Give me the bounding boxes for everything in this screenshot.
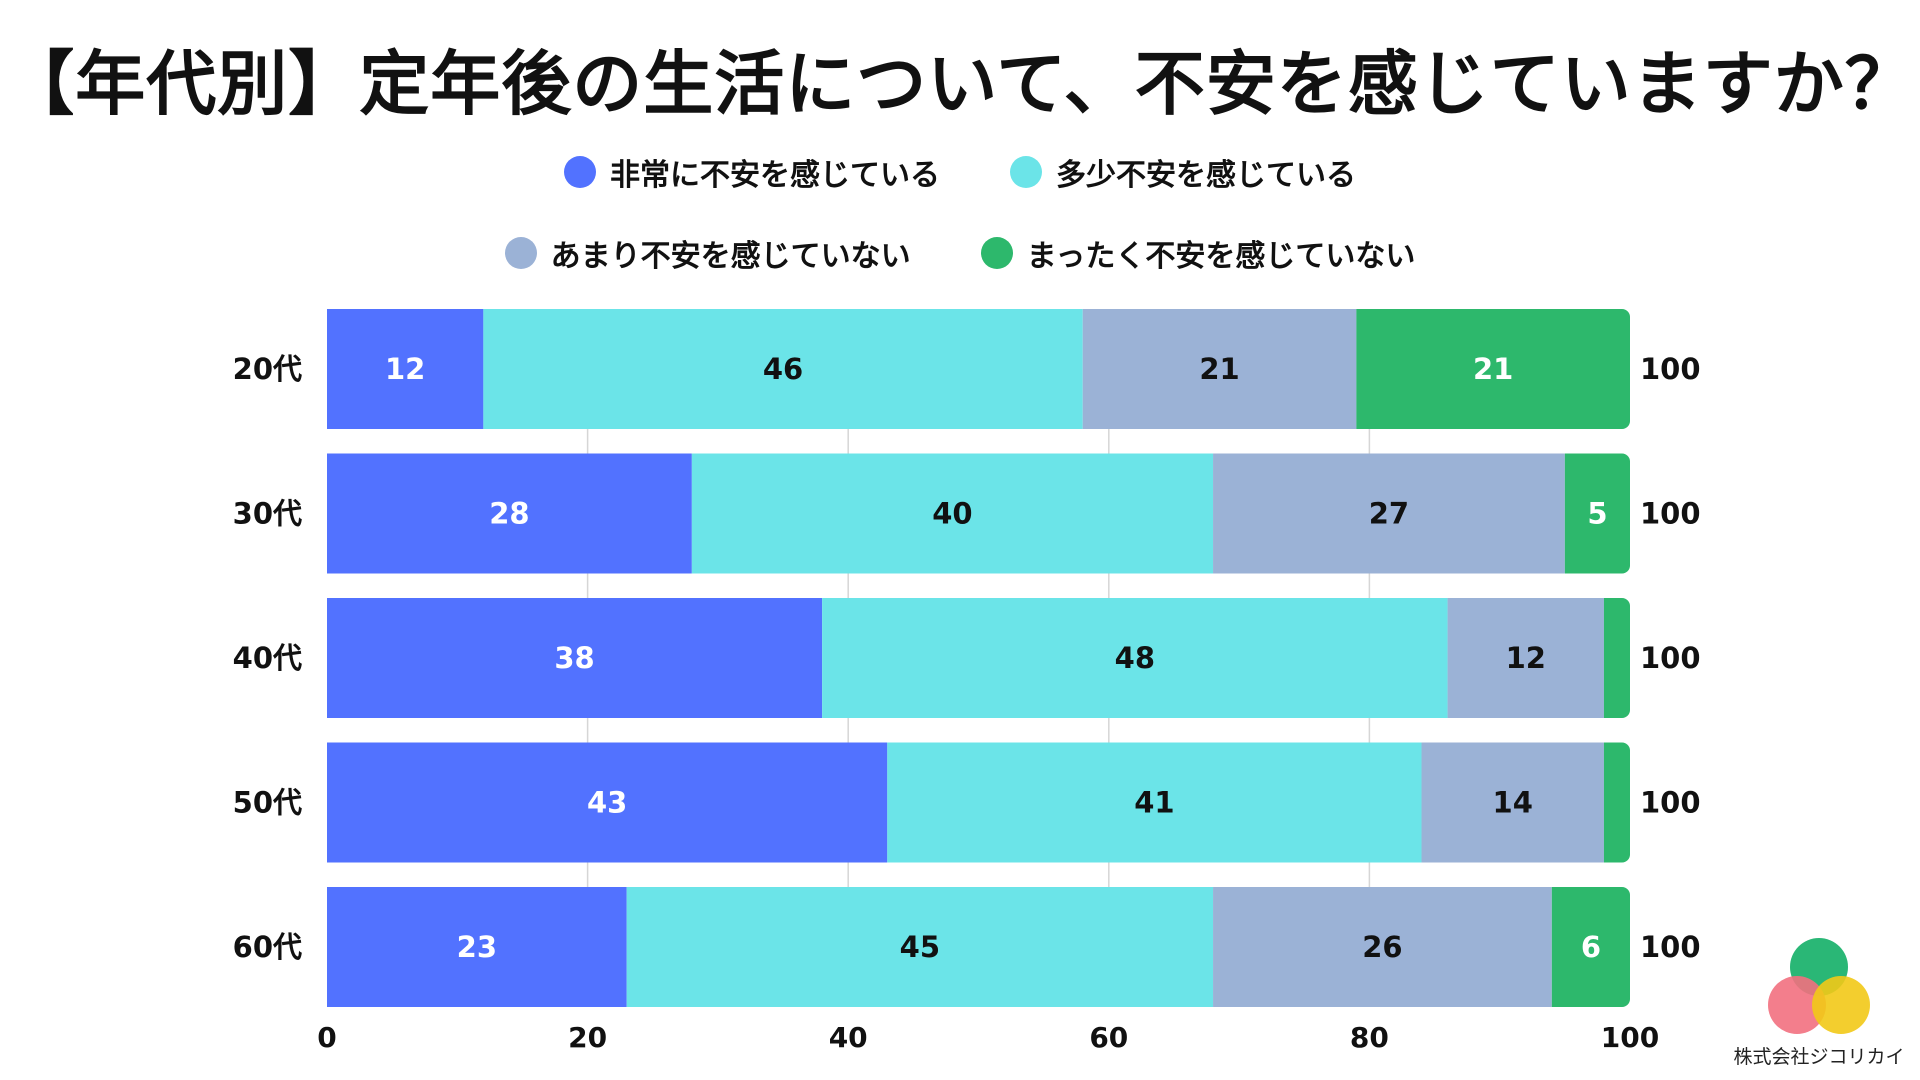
bar-segment-1-1 — [691, 453, 1214, 574]
bar-segment-1-0 — [327, 453, 692, 574]
legend-label-somewhat-anxious: 多少不安を感じている — [1056, 158, 1356, 193]
logo-circle-yellow — [1812, 976, 1870, 1034]
x-tick-label-20: 20 — [568, 1021, 607, 1054]
legend-swatch-not-anxious-at-all — [980, 237, 1013, 269]
bar-segment-0-1 — [483, 309, 1083, 429]
x-tick-label-80: 80 — [1350, 1021, 1389, 1054]
bar-row-1 — [327, 453, 1630, 574]
legend-row-2: あまり不安を感じていない まったく不安を感じていない — [0, 231, 1920, 275]
value-label-1-0: 28 — [489, 497, 529, 531]
bar-segment-2-2 — [1447, 598, 1604, 718]
value-label-4-0: 23 — [457, 930, 497, 964]
legend-swatch-not-very-anxious — [504, 237, 537, 269]
bar-segment-2-1 — [822, 598, 1448, 718]
category-label-3: 50代 — [233, 786, 302, 820]
value-labels: 12 46 21 21 28 40 27 5 38 48 12 43 41 14 23 45 26 6 — [385, 352, 1608, 964]
total-label-4: 100 — [1640, 930, 1701, 964]
category-label-1: 30代 — [233, 497, 302, 531]
value-label-4-3: 6 — [1581, 930, 1601, 964]
logo-text: 株式会社ジコリカイ — [1733, 1046, 1905, 1068]
value-label-1-1: 40 — [932, 497, 972, 531]
legend-swatch-very-anxious — [564, 156, 596, 188]
legend-item-very-anxious: 非常に不安を感じている — [564, 150, 940, 194]
bar-row-4 — [327, 887, 1630, 1007]
bar-segment-1-3 — [1564, 453, 1630, 574]
bar-segment-2-3 — [1603, 598, 1630, 718]
bar-segment-3-1 — [887, 742, 1422, 863]
bar-segment-3-0 — [327, 742, 888, 863]
x-tick-label-60: 60 — [1089, 1021, 1128, 1054]
legend-row-1: 非常に不安を感じている 多少不安を感じている — [0, 150, 1920, 194]
legend-item-not-anxious-at-all: まったく不安を感じていない — [980, 231, 1416, 275]
company-logo: 株式会社ジコリカイ — [1724, 934, 1914, 1074]
value-label-4-2: 26 — [1362, 930, 1402, 964]
value-label-3-2: 14 — [1493, 786, 1533, 820]
value-label-1-3: 5 — [1587, 497, 1607, 531]
total-label-0: 100 — [1640, 352, 1701, 386]
value-label-2-1: 48 — [1115, 641, 1155, 675]
value-label-0-1: 46 — [763, 352, 803, 386]
bar-segment-0-2 — [1082, 309, 1357, 429]
total-label-3: 100 — [1640, 786, 1701, 820]
axes: 0 20 40 60 80 100 20代 100 30代 100 40代 100 50代 100 60代 1… — [233, 352, 1701, 1054]
category-label-2: 40代 — [233, 641, 302, 675]
value-label-3-0: 43 — [587, 786, 627, 820]
legend-swatch-somewhat-anxious — [1010, 156, 1042, 188]
x-tick-label-0: 0 — [317, 1021, 336, 1054]
bar-row-3 — [327, 742, 1630, 863]
value-label-0-0: 12 — [385, 352, 425, 386]
x-tick-label-100: 100 — [1601, 1021, 1659, 1054]
category-label-4: 60代 — [233, 930, 302, 964]
bar-segment-0-0 — [327, 309, 484, 429]
value-label-0-3: 21 — [1473, 352, 1513, 386]
bar-row-2 — [327, 598, 1630, 718]
legend-label-very-anxious: 非常に不安を感じている — [610, 158, 940, 193]
total-label-1: 100 — [1640, 497, 1701, 531]
bar-row-0 — [327, 309, 1630, 429]
value-label-2-0: 38 — [554, 641, 594, 675]
bars — [327, 309, 1630, 1007]
logo-mark — [1768, 938, 1870, 1034]
total-label-2: 100 — [1640, 641, 1701, 675]
legend-label-not-anxious-at-all: まったく不安を感じていない — [1026, 239, 1416, 274]
bar-segment-3-2 — [1421, 742, 1604, 863]
chart-title: 【年代別】定年後の生活について、不安を感じていますか？ — [4, 43, 1916, 125]
bar-segment-4-2 — [1213, 887, 1552, 1007]
value-label-3-1: 41 — [1134, 786, 1174, 820]
bar-segment-4-3 — [1551, 887, 1630, 1007]
bar-segment-2-0 — [327, 598, 823, 718]
value-label-2-2: 12 — [1506, 641, 1546, 675]
value-label-4-1: 45 — [900, 930, 940, 964]
category-label-0: 20代 — [233, 352, 302, 386]
value-label-0-2: 21 — [1199, 352, 1239, 386]
value-label-1-2: 27 — [1369, 497, 1409, 531]
legend-label-not-very-anxious: あまり不安を感じていない — [550, 239, 911, 274]
bar-segment-1-2 — [1213, 453, 1565, 574]
bar-segment-0-3 — [1356, 309, 1630, 429]
bar-segment-4-0 — [327, 887, 627, 1007]
legend-item-somewhat-anxious: 多少不安を感じている — [1010, 150, 1356, 194]
legend-item-not-very-anxious: あまり不安を感じていない — [504, 231, 911, 275]
logo-circle-pink — [1768, 976, 1826, 1034]
bar-segment-4-1 — [626, 887, 1214, 1007]
x-tick-label-40: 40 — [829, 1021, 868, 1054]
bar-segment-3-3 — [1603, 742, 1630, 863]
